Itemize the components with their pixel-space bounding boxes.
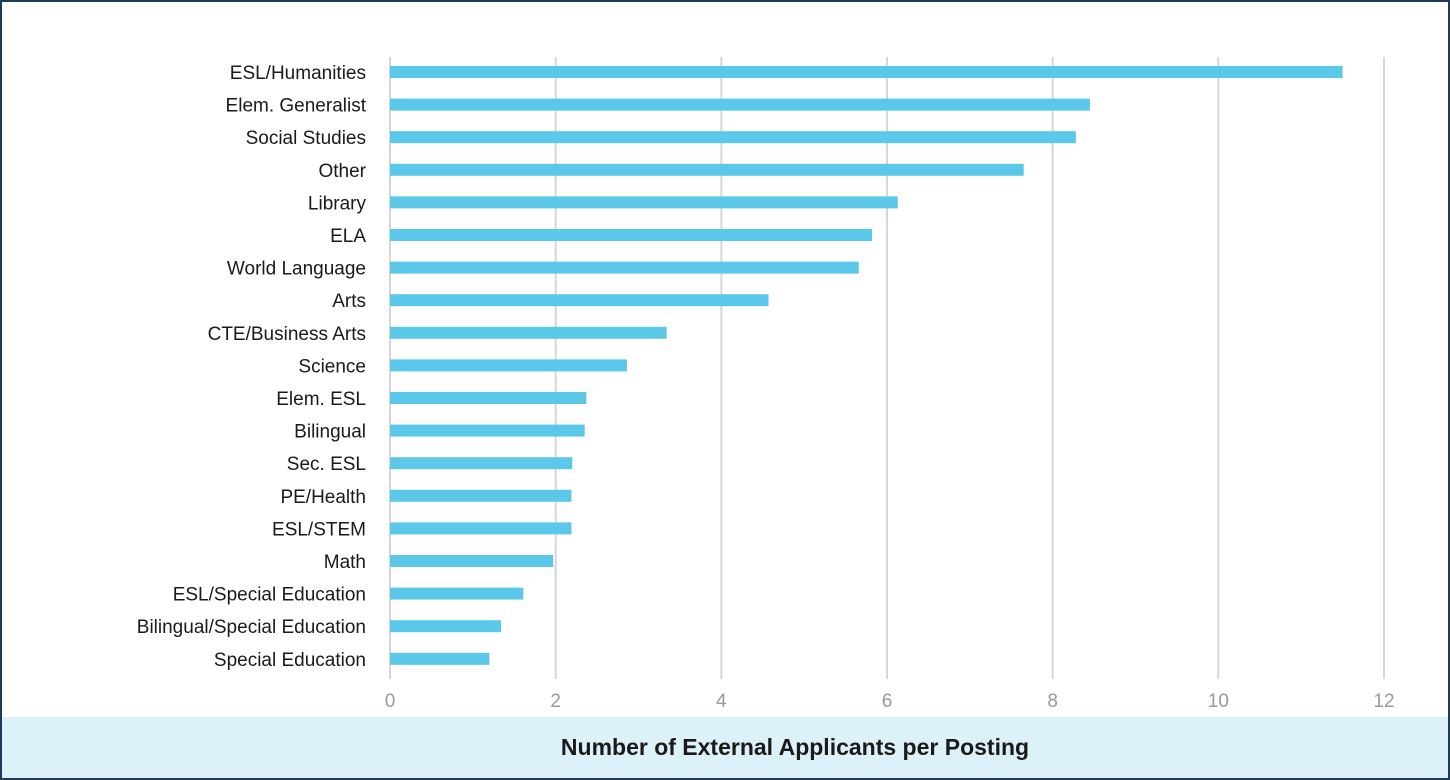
- bar: [390, 555, 554, 567]
- category-label: Other: [318, 161, 366, 182]
- category-label: PE/Health: [280, 487, 366, 508]
- bar: [390, 424, 585, 437]
- category-label: Library: [308, 193, 367, 214]
- category-label: ELA: [330, 226, 366, 247]
- x-tick-label: 12: [1373, 691, 1394, 712]
- bar: [390, 392, 587, 404]
- bar: [390, 229, 873, 241]
- bar-chart: ESL/Humanities Elem. Generalist Social Stu…: [137, 57, 1395, 712]
- category-label: CTE/Business Arts: [208, 324, 366, 345]
- bars: [390, 66, 1343, 665]
- bar: [390, 163, 1024, 176]
- category-labels: ESL/Humanities Elem. Generalist Social Stu…: [137, 63, 367, 671]
- bar: [390, 457, 573, 470]
- category-label: World Language: [227, 259, 366, 280]
- x-tick-labels: 0 2 4 6 8 10 12: [385, 691, 1395, 712]
- x-tick-label: 2: [550, 691, 561, 712]
- category-label: ESL/STEM: [272, 519, 366, 540]
- bar: [390, 652, 490, 665]
- x-tick-label: 8: [1047, 691, 1058, 712]
- bar: [390, 66, 1343, 78]
- bar: [390, 620, 501, 633]
- bar: [390, 261, 859, 274]
- bar: [390, 587, 524, 600]
- bar: [390, 522, 572, 535]
- x-tick-label: 6: [882, 691, 893, 712]
- category-label: Bilingual/Special Education: [137, 617, 366, 638]
- category-label: ESL/Humanities: [230, 63, 366, 84]
- bar: [390, 294, 769, 307]
- bar: [390, 489, 572, 502]
- category-label: Social Studies: [246, 128, 366, 149]
- category-label: ESL/Special Education: [173, 585, 366, 606]
- category-label: Arts: [332, 291, 366, 312]
- x-tick-label: 4: [716, 691, 727, 712]
- category-label: Elem. ESL: [276, 389, 366, 410]
- bar: [390, 196, 898, 209]
- x-tick-label: 0: [385, 691, 396, 712]
- category-label: Bilingual: [294, 422, 366, 443]
- category-label: Special Education: [214, 650, 366, 671]
- bar: [390, 359, 627, 372]
- gridlines: [389, 57, 1385, 679]
- x-axis-label: Number of External Applicants per Postin…: [560, 734, 1030, 760]
- category-label: Math: [324, 552, 366, 573]
- category-label: Elem. Generalist: [226, 96, 367, 117]
- x-tick-label: 10: [1208, 691, 1229, 712]
- category-label: Science: [298, 356, 366, 377]
- bar: [390, 131, 1076, 144]
- category-label: Sec. ESL: [287, 454, 366, 475]
- bar: [390, 326, 667, 339]
- bar: [390, 98, 1090, 111]
- x-axis-label-band: Number of External Applicants per Postin…: [2, 717, 1448, 778]
